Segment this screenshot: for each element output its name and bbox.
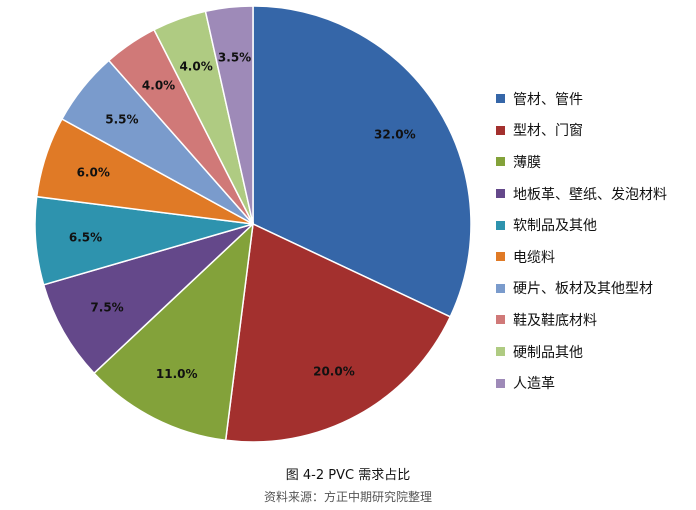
pie-slice	[224, 222, 452, 443]
chart-title: 图 4-2 PVC 需求占比	[285, 468, 411, 483]
legend-item: 软制品及其他	[496, 209, 667, 241]
pie-chart: 32.0% 20.0% 11.0% 7.5% 6.5% 6.0% 5.5% 4.0% 4.0% 3…	[34, 5, 472, 443]
legend-item: 型材、门窗	[496, 115, 667, 147]
slice-data-label: 6.5%	[69, 231, 102, 245]
slice-data-label: 7.5%	[90, 301, 123, 315]
pie-slice	[93, 222, 255, 442]
legend-swatch	[496, 189, 505, 199]
pie-slice	[42, 223, 254, 375]
legend-item: 薄膜	[496, 146, 667, 178]
slice-data-label: 20.0%	[313, 365, 355, 379]
slice-data-label: 4.0%	[142, 79, 175, 93]
chart-legend: 管材、管件型材、门窗薄膜地板革、壁纸、发泡材料 软制品及其他 电缆料硬片、板材及其他…	[496, 83, 667, 399]
legend-swatch	[496, 125, 505, 135]
legend-label: 型材、门窗	[513, 123, 583, 140]
legend-label: 管材、管件	[513, 91, 583, 108]
pie-slice	[252, 5, 472, 318]
slice-data-label: 4.0%	[179, 59, 212, 73]
legend-swatch	[496, 315, 505, 325]
legend-label: 人造革	[513, 376, 555, 393]
legend-label: 硬片、板材及其他型材	[513, 281, 653, 298]
legend-label: 电缆料	[513, 249, 555, 266]
legend-label: 地板革、壁纸、发泡材料	[513, 186, 667, 203]
slice-data-label: 3.5%	[218, 51, 251, 65]
legend-swatch	[496, 94, 505, 104]
legend-item: 电缆料	[496, 241, 667, 273]
legend-label: 软制品及其他	[513, 218, 597, 235]
legend-swatch	[496, 252, 505, 262]
legend-swatch	[496, 220, 505, 230]
legend-swatch	[496, 157, 505, 167]
pie-slice	[204, 5, 254, 225]
slice-data-label: 32.0%	[374, 127, 416, 141]
legend-label: 鞋及鞋底材料	[513, 312, 597, 329]
legend-label: 薄膜	[513, 154, 541, 171]
slice-data-label: 5.5%	[105, 112, 138, 126]
slice-data-label: 6.0%	[77, 166, 110, 180]
legend-swatch	[496, 283, 505, 293]
slice-data-label: 11.0%	[156, 367, 198, 381]
legend-item: 管材、管件	[496, 83, 667, 115]
chart-source: 资料来源：方正中期研究院整理	[263, 490, 432, 504]
legend-swatch	[496, 378, 505, 388]
legend-item: 地板革、壁纸、发泡材料	[496, 178, 667, 210]
legend-label: 硬制品其他	[513, 344, 583, 361]
legend-item: 硬片、板材及其他型材	[496, 273, 667, 305]
legend-swatch	[496, 347, 505, 357]
legend-item: 人造革	[496, 367, 667, 399]
legend-item: 鞋及鞋底材料	[496, 304, 667, 336]
legend-item: 硬制品其他	[496, 336, 667, 368]
